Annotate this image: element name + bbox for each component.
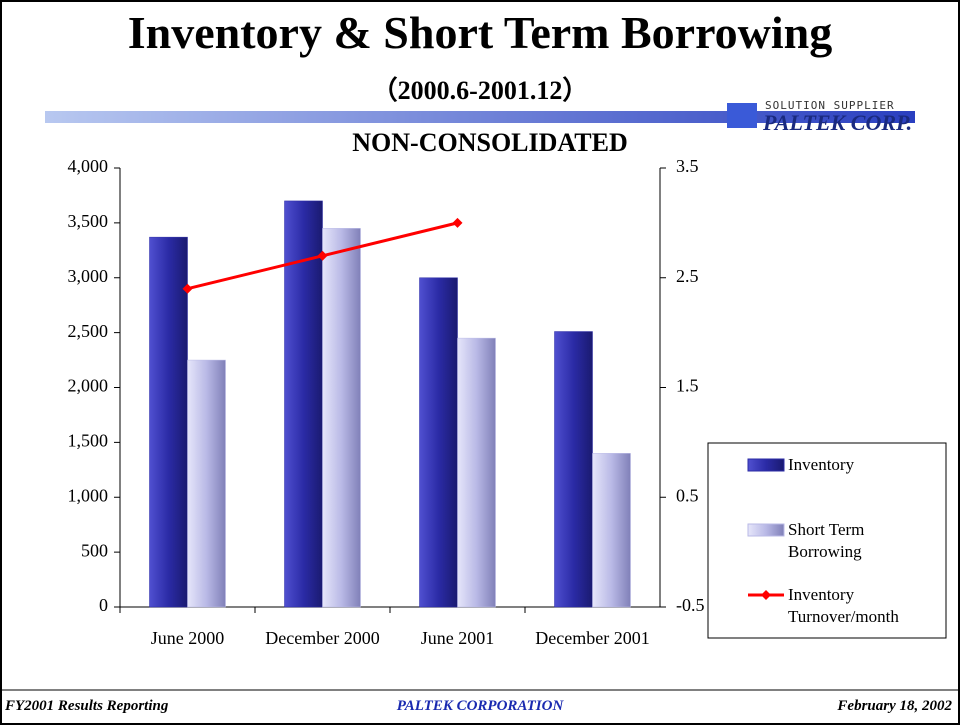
y-tick-label: 3,000 [68,266,109,286]
legend-label: Inventory Turnover/month [788,585,899,626]
legend-label: Inventory [788,455,855,474]
y2-tick-label: 3.5 [676,156,699,176]
legend-marker [761,590,771,600]
y-tick-label: 3,500 [68,211,109,231]
logo-tagline: SOLUTION SUPPLIER [765,99,895,112]
footer-left: FY2001 Results Reporting [5,698,169,714]
bar [554,331,593,608]
bar [457,337,496,608]
x-tick-label: December 2000 [265,628,380,648]
bar [419,277,458,608]
y-tick-label: 2,500 [68,321,109,341]
y-tick-label: 0 [99,595,108,615]
legend-box [707,442,947,639]
line-marker [317,250,328,261]
slide-title: Inventory & Short Term Borrowing [127,7,833,58]
y2-tick-label: 2.5 [676,266,699,286]
x-tick-label: June 2000 [150,628,225,648]
y2-tick-label: -0.5 [676,595,705,615]
footer-center: PALTEK CORPORATION [396,698,564,714]
line-marker [452,217,463,228]
legend-label: Short Term Borrowing [788,520,865,561]
bar [322,228,361,608]
y-tick-label: 4,000 [68,156,109,176]
bar [187,359,226,608]
logo-name: PALTEK CORP. [763,110,913,135]
line-marker [182,283,193,294]
title-band [45,111,915,123]
footer-right: February 18, 2002 [837,698,952,714]
x-tick-label: June 2001 [420,628,495,648]
x-tick-label: December 2001 [535,628,650,648]
bar [592,453,631,608]
y-tick-label: 1,500 [68,431,109,451]
slide-subtitle: （2000.6-2001.12） [371,76,589,105]
chart-title: NON-CONSOLIDATED [352,128,628,157]
legend-swatch [747,523,785,537]
bar [149,236,188,608]
legend-swatch [747,458,785,472]
y-tick-label: 2,000 [68,376,109,396]
y-tick-label: 1,000 [68,485,109,505]
y2-tick-label: 1.5 [676,376,699,396]
logo-icon [727,103,757,128]
y2-tick-label: 0.5 [676,485,699,505]
y-tick-label: 500 [81,540,108,560]
